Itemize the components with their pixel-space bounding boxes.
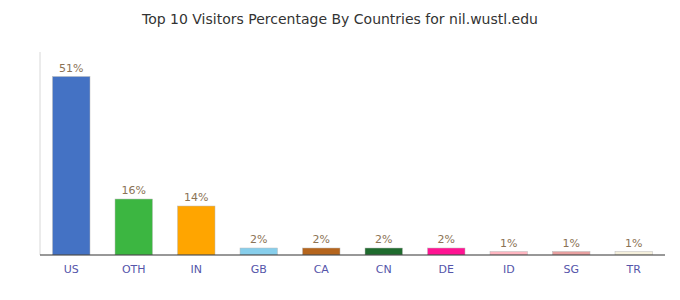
x-tick-label: DE bbox=[439, 263, 454, 276]
data-label: 1% bbox=[563, 237, 580, 250]
data-label: 2% bbox=[313, 233, 330, 246]
x-tick-label: CA bbox=[314, 263, 330, 276]
bar bbox=[178, 206, 216, 255]
data-label: 1% bbox=[625, 237, 642, 250]
data-label: 51% bbox=[59, 62, 83, 75]
bars bbox=[53, 77, 653, 256]
x-tick-label: GB bbox=[251, 263, 267, 276]
data-label: 2% bbox=[438, 233, 455, 246]
bar bbox=[240, 248, 278, 255]
data-label: 2% bbox=[250, 233, 267, 246]
x-tick-label: OTH bbox=[122, 263, 146, 276]
chart-title: Top 10 Visitors Percentage By Countries … bbox=[141, 11, 538, 27]
x-tick-label: TR bbox=[626, 263, 642, 276]
bar bbox=[53, 77, 91, 256]
chart-container: Top 10 Visitors Percentage By Countries … bbox=[0, 0, 680, 300]
bar bbox=[428, 248, 466, 255]
data-label: 16% bbox=[122, 184, 146, 197]
data-label: 1% bbox=[500, 237, 517, 250]
x-tick-label: ID bbox=[503, 263, 515, 276]
bar bbox=[115, 199, 153, 255]
y-axis-line bbox=[40, 52, 41, 255]
x-tick-label: CN bbox=[376, 263, 392, 276]
x-tick-label: SG bbox=[563, 263, 579, 276]
chart-svg: Top 10 Visitors Percentage By Countries … bbox=[0, 0, 680, 300]
data-label: 2% bbox=[375, 233, 392, 246]
data-label: 14% bbox=[184, 191, 208, 204]
bar bbox=[303, 248, 341, 255]
x-tick-label: IN bbox=[191, 263, 202, 276]
x-tick-label: US bbox=[64, 263, 79, 276]
x-axis-line bbox=[40, 254, 665, 255]
bar bbox=[365, 248, 403, 255]
